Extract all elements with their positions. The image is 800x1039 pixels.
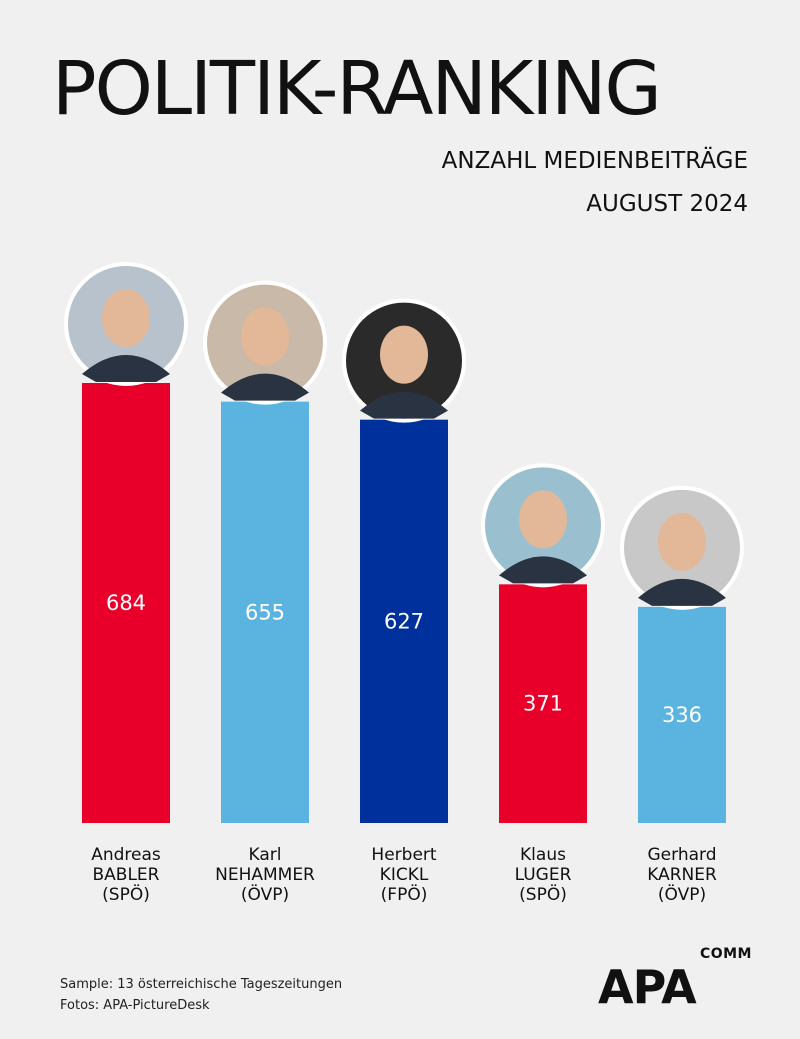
logo-comm-text: COMM [699, 946, 752, 962]
portrait-face [519, 490, 567, 549]
photo-credit: Fotos: APA-PictureDesk [60, 998, 210, 1013]
bar-value-label: 684 [106, 591, 146, 615]
bar [82, 383, 170, 823]
bar-value-label: 655 [245, 600, 285, 624]
bar-value-label: 627 [384, 609, 424, 633]
logo-apa-text: APA [598, 960, 697, 1014]
category-label: NEHAMMER [215, 865, 315, 885]
portrait-face [102, 289, 150, 347]
portrait-shoulders [499, 556, 587, 584]
category-label: Klaus [520, 845, 566, 865]
category-label: Karl [249, 845, 282, 865]
category-label: KARNER [647, 865, 717, 885]
chart-period: AUGUST 2024 [586, 191, 748, 217]
category-label: (SPÖ) [519, 883, 567, 905]
bar-value-label: 371 [523, 692, 563, 716]
portrait-shoulders [82, 355, 170, 382]
category-label: Herbert [371, 845, 436, 865]
portrait-shoulders [221, 373, 309, 401]
category-label: Gerhard [648, 845, 717, 865]
bar [638, 606, 726, 823]
chart-subtitle: ANZAHL MEDIENBEITRÄGE [441, 148, 748, 174]
apa-comm-logo: COMM APA [598, 946, 752, 1010]
portrait-shoulders [638, 578, 726, 606]
portrait-face [241, 307, 289, 366]
category-label: (SPÖ) [102, 883, 150, 905]
portrait-face [380, 325, 428, 384]
category-label: (FPÖ) [381, 883, 428, 905]
bar-value-label: 336 [662, 703, 702, 727]
category-label: KICKL [380, 865, 429, 885]
bar [499, 584, 587, 823]
category-label: LUGER [515, 865, 572, 885]
bar [360, 419, 448, 823]
category-label: Andreas [91, 845, 161, 865]
category-label: BABLER [93, 865, 160, 885]
category-label: (ÖVP) [658, 883, 706, 905]
category-label: (ÖVP) [241, 883, 289, 905]
chart-title: POLITIK-RANKING [52, 46, 662, 132]
portrait-shoulders [360, 391, 448, 419]
bar [221, 401, 309, 823]
sample-note: Sample: 13 österreichische Tageszeitunge… [60, 977, 343, 992]
portrait-face [658, 512, 706, 571]
